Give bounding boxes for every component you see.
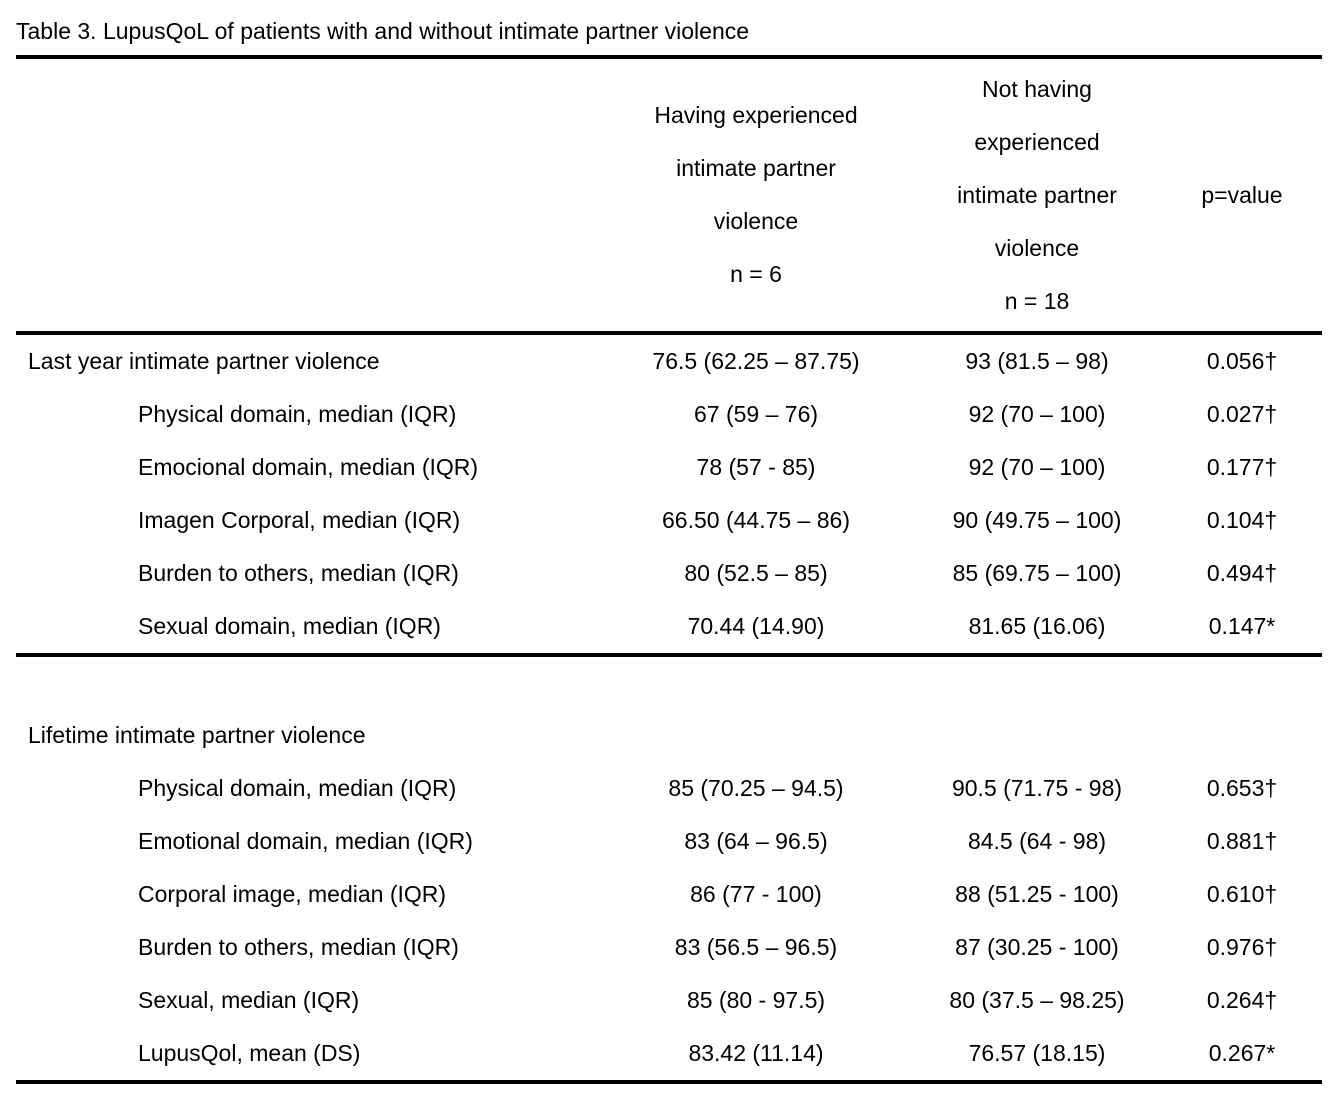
header-rule (16, 331, 1322, 335)
ipv-yes-value: 83 (64 – 96.5) (684, 828, 828, 854)
header-ipv-no: Not having experienced intimate partner … (912, 59, 1162, 331)
ipv-no-value: 80 (37.5 – 98.25) (949, 987, 1125, 1013)
header-line: intimate partner (957, 181, 1117, 208)
table-row: Physical domain, median (IQR) 85 (70.25 –… (16, 762, 1322, 815)
table-row: Sexual domain, median (IQR) 70.44 (14.90)… (16, 600, 1322, 653)
ipv-no-value: 88 (51.25 - 100) (955, 881, 1119, 907)
row-label: Corporal image, median (IQR) (138, 881, 447, 907)
row-label: Sexual, median (IQR) (138, 987, 360, 1013)
ipv-no-value: 87 (30.25 - 100) (955, 934, 1119, 960)
p-value: 0.177† (1206, 454, 1278, 480)
ipv-yes-value: 78 (57 - 85) (696, 454, 816, 480)
ipv-yes-value: 80 (52.5 – 85) (684, 560, 828, 586)
header-p-value: p=value (1162, 59, 1322, 331)
p-value: 0.610† (1206, 881, 1278, 907)
table-header-row: Having experienced intimate partner viol… (16, 59, 1322, 331)
header-line: violence (994, 234, 1080, 261)
p-value: 0.027† (1206, 401, 1278, 427)
ipv-no-value: 93 (81.5 – 98) (965, 348, 1109, 374)
section-gap (16, 657, 1322, 709)
table-row: Lifetime intimate partner violence (16, 709, 1322, 762)
row-label: Sexual domain, median (IQR) (138, 613, 441, 639)
table-row: Burden to others, median (IQR) 80 (52.5 –… (16, 547, 1322, 600)
ipv-yes-value: 70.44 (14.90) (687, 613, 825, 639)
p-value: 0.264† (1206, 987, 1278, 1013)
header-ipv-yes: Having experienced intimate partner viol… (600, 59, 912, 331)
row-label: Emocional domain, median (IQR) (138, 454, 479, 480)
table-row: Burden to others, median (IQR) 83 (56.5 –… (16, 921, 1322, 974)
ipv-no-value: 76.57 (18.15) (968, 1040, 1106, 1066)
table-row: Sexual, median (IQR) 85 (80 - 97.5) 80 (37… (16, 974, 1322, 1027)
top-rule (16, 55, 1322, 59)
row-label: Physical domain, median (IQR) (138, 775, 457, 801)
table-row: Emotional domain, median (IQR) 83 (64 – 9… (16, 815, 1322, 868)
table-row: LupusQol, mean (DS) 83.42 (11.14) 76.57 (1… (16, 1027, 1322, 1080)
row-label: Lifetime intimate partner violence (28, 722, 366, 748)
bottom-rule (16, 1080, 1322, 1084)
header-line: p=value (1201, 181, 1283, 208)
row-label: Imagen Corporal, median (IQR) (138, 507, 461, 533)
ipv-no-value: 90 (49.75 – 100) (952, 507, 1122, 533)
table-row: Corporal image, median (IQR) 86 (77 - 100… (16, 868, 1322, 921)
p-value: 0.104† (1206, 507, 1278, 533)
ipv-no-value: 81.65 (16.06) (968, 613, 1106, 639)
lupusqol-table: Having experienced intimate partner viol… (16, 55, 1322, 1084)
ipv-no-value: 92 (70 – 100) (968, 454, 1106, 480)
ipv-yes-value: 85 (70.25 – 94.5) (668, 775, 844, 801)
row-label: Physical domain, median (IQR) (138, 401, 457, 427)
table-row: Last year intimate partner violence 76.5 … (16, 335, 1322, 388)
header-empty-cell (16, 59, 600, 331)
table-row: Imagen Corporal, median (IQR) 66.50 (44.7… (16, 494, 1322, 547)
mid-rule (16, 653, 1322, 657)
row-label: Emotional domain, median (IQR) (138, 828, 473, 854)
header-line: violence (713, 208, 799, 234)
p-value: 0.881† (1206, 828, 1278, 854)
ipv-yes-value: 85 (80 - 97.5) (686, 987, 826, 1013)
table-row: Emocional domain, median (IQR) 78 (57 - 8… (16, 441, 1322, 494)
ipv-yes-value: 66.50 (44.75 – 86) (662, 507, 850, 533)
ipv-yes-value: 76.5 (62.25 – 87.75) (652, 348, 860, 374)
row-label: LupusQol, mean (DS) (138, 1040, 361, 1066)
table-row: Physical domain, median (IQR) 67 (59 – 76… (16, 388, 1322, 441)
header-line: n = 6 (730, 261, 782, 287)
section-last-year: Last year intimate partner violence 76.5 … (16, 335, 1322, 653)
row-label: Burden to others, median (IQR) (138, 560, 459, 586)
ipv-no-value: 92 (70 – 100) (968, 401, 1106, 427)
section-lifetime: Lifetime intimate partner violence Physic… (16, 709, 1322, 1080)
p-value: 0.147* (1208, 613, 1276, 639)
row-label: Last year intimate partner violence (28, 348, 380, 374)
table-caption: Table 3. LupusQoL of patients with and w… (16, 18, 750, 44)
p-value: 0.976† (1206, 934, 1278, 960)
ipv-no-value: 85 (69.75 – 100) (952, 560, 1122, 586)
ipv-yes-value: 67 (59 – 76) (693, 401, 819, 427)
header-line: experienced (974, 128, 1100, 155)
ipv-no-value: 84.5 (64 - 98) (967, 828, 1107, 854)
p-value: 0.267* (1208, 1040, 1276, 1066)
ipv-yes-value: 83.42 (11.14) (688, 1040, 824, 1066)
header-line: intimate partner (676, 155, 836, 181)
ipv-no-value: 90.5 (71.75 - 98) (951, 775, 1123, 801)
header-line: Having experienced (654, 102, 858, 128)
p-value: 0.494† (1206, 560, 1278, 586)
ipv-yes-value: 86 (77 - 100) (690, 881, 822, 907)
ipv-yes-value: 83 (56.5 – 96.5) (674, 934, 838, 960)
row-label: Burden to others, median (IQR) (138, 934, 459, 960)
p-value: 0.653† (1206, 775, 1278, 801)
p-value: 0.056† (1206, 348, 1278, 374)
header-line: Not having (982, 75, 1092, 102)
header-line: n = 18 (1004, 287, 1070, 314)
